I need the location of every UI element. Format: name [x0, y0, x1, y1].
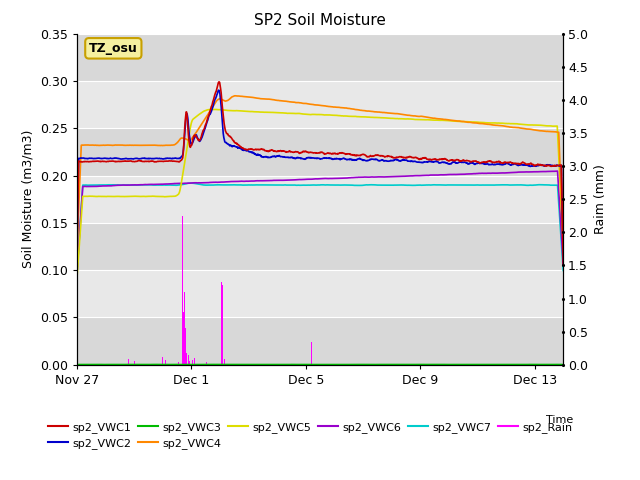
Bar: [77, 176, 563, 223]
sp2_VWC2: [452, 160, 460, 166]
sp2_VWC1: [559, 262, 567, 268]
sp2_VWC2: [73, 259, 81, 264]
sp2_VWC5: [195, 112, 202, 118]
sp2_VWC2: [215, 87, 223, 93]
Title: SP2 Soil Moisture: SP2 Soil Moisture: [254, 13, 386, 28]
Line: sp2_VWC7: sp2_VWC7: [77, 183, 563, 275]
sp2_VWC6: [195, 180, 202, 186]
sp2_VWC5: [73, 278, 81, 284]
sp2_VWC5: [559, 243, 567, 249]
Bar: [77, 223, 563, 270]
sp2_VWC2: [153, 156, 161, 161]
sp2_VWC1: [86, 158, 94, 164]
Bar: [77, 317, 563, 365]
Bar: [77, 34, 563, 81]
sp2_VWC5: [153, 193, 161, 199]
sp2_VWC3: [195, 361, 202, 367]
sp2_VWC6: [554, 168, 561, 174]
sp2_VWC4: [153, 143, 161, 148]
Bar: [77, 81, 563, 128]
sp2_VWC4: [195, 126, 202, 132]
sp2_VWC2: [559, 263, 567, 268]
Y-axis label: Soil Moisture (m3/m3): Soil Moisture (m3/m3): [21, 130, 34, 268]
Line: sp2_VWC5: sp2_VWC5: [77, 109, 563, 281]
sp2_VWC5: [452, 119, 460, 124]
Line: sp2_VWC6: sp2_VWC6: [77, 171, 563, 276]
sp2_VWC1: [73, 260, 81, 266]
Bar: [77, 128, 563, 176]
sp2_VWC3: [559, 362, 567, 368]
Y-axis label: Raim (mm): Raim (mm): [594, 164, 607, 234]
sp2_VWC7: [195, 181, 203, 187]
sp2_VWC6: [452, 171, 460, 177]
sp2_VWC7: [452, 182, 460, 188]
Bar: [77, 270, 563, 317]
sp2_VWC2: [335, 156, 342, 162]
sp2_VWC3: [73, 362, 81, 368]
sp2_VWC3: [352, 361, 360, 367]
sp2_VWC5: [86, 193, 94, 199]
sp2_VWC6: [559, 260, 567, 266]
sp2_VWC4: [335, 105, 342, 110]
sp2_VWC6: [153, 181, 161, 187]
sp2_VWC5: [208, 107, 216, 112]
sp2_VWC1: [216, 79, 223, 85]
sp2_VWC1: [153, 159, 161, 165]
sp2_VWC6: [86, 184, 94, 190]
sp2_VWC7: [187, 180, 195, 186]
Line: sp2_VWC1: sp2_VWC1: [77, 82, 563, 265]
sp2_VWC1: [195, 137, 202, 143]
Line: sp2_VWC4: sp2_VWC4: [77, 96, 563, 255]
sp2_VWC3: [334, 361, 342, 367]
sp2_VWC7: [335, 182, 342, 188]
sp2_VWC3: [86, 361, 94, 367]
sp2_VWC4: [559, 246, 567, 252]
sp2_VWC3: [153, 361, 161, 367]
sp2_VWC7: [73, 272, 81, 278]
sp2_VWC1: [181, 124, 189, 130]
sp2_VWC7: [181, 181, 189, 187]
sp2_VWC2: [86, 156, 94, 161]
sp2_VWC3: [452, 361, 460, 367]
sp2_VWC4: [231, 93, 239, 99]
sp2_VWC6: [334, 176, 342, 181]
Text: TZ_osu: TZ_osu: [89, 42, 138, 55]
sp2_VWC7: [153, 182, 161, 188]
sp2_VWC4: [73, 252, 81, 258]
sp2_VWC2: [195, 137, 202, 143]
sp2_VWC4: [452, 118, 460, 124]
sp2_VWC4: [86, 142, 94, 148]
sp2_VWC5: [335, 113, 342, 119]
sp2_VWC6: [73, 273, 81, 278]
sp2_VWC7: [86, 182, 94, 188]
Legend: sp2_VWC1, sp2_VWC2, sp2_VWC3, sp2_VWC4, sp2_VWC5, sp2_VWC6, sp2_VWC7, sp2_Rain: sp2_VWC1, sp2_VWC2, sp2_VWC3, sp2_VWC4, …: [44, 418, 577, 454]
sp2_VWC3: [181, 361, 189, 367]
sp2_VWC7: [559, 267, 567, 273]
sp2_VWC1: [335, 151, 342, 157]
Line: sp2_VWC2: sp2_VWC2: [77, 90, 563, 265]
sp2_VWC4: [181, 136, 189, 142]
sp2_VWC5: [181, 159, 189, 165]
sp2_VWC2: [181, 130, 189, 135]
Text: Time: Time: [545, 415, 573, 425]
sp2_VWC6: [181, 180, 189, 186]
sp2_VWC1: [452, 157, 460, 163]
